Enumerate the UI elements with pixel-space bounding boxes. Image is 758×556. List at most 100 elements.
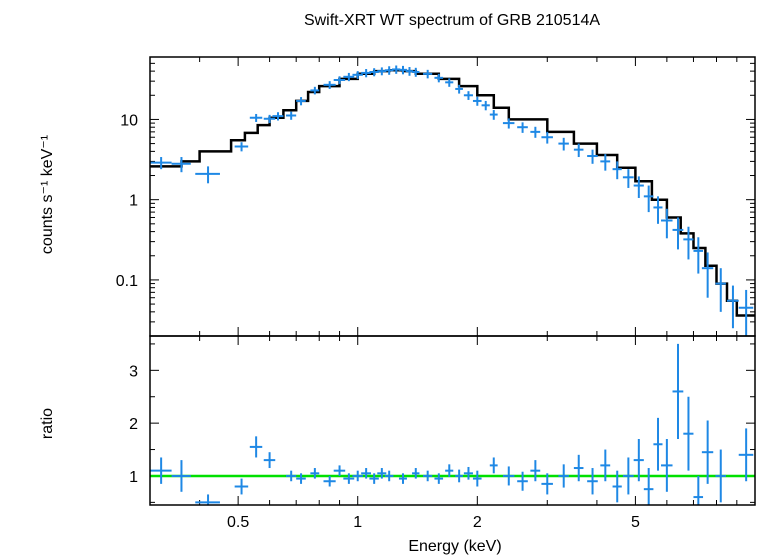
ratio-point — [361, 468, 372, 479]
spectrum-point — [633, 176, 644, 198]
spectrum-point — [683, 226, 694, 260]
ratio-point — [661, 438, 673, 492]
y-tick-label: 1 — [129, 469, 138, 486]
spectrum-point — [195, 166, 220, 184]
spectrum-point — [517, 122, 528, 133]
spectrum-point — [643, 185, 654, 213]
x-axis-label: Energy (keV) — [408, 538, 501, 555]
ratio-point — [600, 449, 611, 482]
spectrum-point — [653, 196, 663, 224]
spectrum-point — [612, 161, 622, 180]
ratio-point — [333, 465, 346, 476]
ratio-point — [310, 468, 320, 479]
ratio-point — [263, 452, 276, 469]
ratio-point — [463, 466, 473, 480]
ratio-point — [171, 460, 191, 492]
ratio-plot-frame — [149, 335, 756, 506]
ratio-point — [643, 468, 654, 505]
spectrum-point — [541, 131, 553, 144]
spectrum-point — [530, 126, 541, 138]
ratio-point — [541, 473, 553, 495]
ratio-point — [423, 470, 433, 482]
model-step-path — [150, 69, 755, 317]
y-tick-label: 1 — [129, 193, 138, 210]
ratio-point — [377, 468, 387, 479]
ratio-point — [445, 464, 454, 478]
x-tick-label: 1 — [353, 514, 362, 531]
spectrum-point — [489, 110, 498, 120]
ratio-y-axis-label: ratio — [39, 408, 56, 439]
x-tick-label: 0.5 — [227, 514, 249, 531]
ratio-point — [683, 396, 694, 471]
x-axis-tick-labels: 0.5 1 2 5 — [227, 514, 640, 531]
ratio-data-points — [150, 343, 754, 505]
ratio-point — [517, 471, 528, 491]
ratio-point — [472, 470, 482, 487]
ratio-point — [715, 449, 726, 503]
spectrum-point — [693, 237, 704, 274]
spectrum-point — [573, 143, 584, 158]
spectrum-plot-frame — [149, 56, 756, 337]
ratio-point — [738, 428, 754, 482]
spectrum-point — [392, 65, 401, 74]
ratio-panel: 1 2 3 ratio — [39, 335, 756, 506]
ratio-point — [558, 464, 569, 488]
ratio-point — [489, 457, 498, 474]
ratio-point — [343, 473, 355, 484]
spectrum-point — [310, 86, 320, 95]
spectrum-point — [234, 142, 249, 152]
spectrum-axis-ticks: 0.1 1 10 — [116, 56, 756, 337]
y-tick-label: 3 — [129, 363, 138, 380]
spectrum-data-points — [150, 65, 754, 336]
ratio-point — [633, 438, 644, 482]
spectrum-point — [661, 208, 673, 239]
y-tick-label: 10 — [120, 112, 138, 129]
spectrum-point — [463, 91, 473, 100]
spectrum-point — [481, 100, 490, 111]
ratio-point — [502, 466, 515, 486]
chart-title: Swift-XRT WT spectrum of GRB 210514A — [304, 12, 600, 29]
spectrum-point — [150, 157, 172, 170]
ratio-point — [412, 468, 420, 479]
spectrum-point — [384, 66, 394, 75]
spectrum-point — [286, 111, 297, 120]
spectrum-point — [333, 76, 346, 85]
ratio-point — [612, 470, 622, 503]
spectrum-point — [726, 285, 739, 329]
ratio-point — [249, 436, 263, 458]
spectrum-point — [701, 252, 714, 298]
ratio-point — [286, 470, 297, 482]
y-tick-label: 2 — [129, 416, 138, 433]
spectrum-point — [361, 69, 372, 78]
ratio-point — [693, 475, 704, 505]
ratio-point — [434, 473, 444, 484]
ratio-point — [296, 473, 306, 484]
spectrum-point — [343, 72, 355, 82]
ratio-point — [622, 457, 634, 495]
ratio-point — [455, 469, 463, 483]
spectrum-point — [434, 73, 444, 83]
ratio-point — [398, 473, 407, 484]
ratio-point — [530, 460, 541, 482]
spectrum-point — [587, 149, 598, 164]
ratio-axis-ticks: 1 2 3 — [129, 336, 756, 505]
spectrum-point — [715, 268, 726, 312]
spectrum-point — [423, 69, 433, 79]
ratio-point — [701, 420, 714, 484]
spectrum-point — [352, 71, 363, 79]
ratio-point — [195, 494, 220, 505]
ratio-point — [352, 470, 363, 482]
spectrum-panel: 0.1 1 10 counts s⁻¹ keV⁻¹ — [39, 56, 756, 337]
spectrum-point — [738, 289, 754, 336]
y-tick-label: 0.1 — [116, 273, 138, 290]
spectrum-point — [600, 154, 611, 171]
spectrum-point — [472, 96, 482, 106]
ratio-point — [573, 454, 584, 482]
spectrum-point — [369, 68, 379, 77]
ratio-point — [587, 468, 598, 495]
ratio-point — [653, 417, 663, 471]
spectrum-point — [405, 67, 414, 76]
spectrum-point — [445, 78, 454, 87]
spectrum-point — [558, 137, 569, 151]
